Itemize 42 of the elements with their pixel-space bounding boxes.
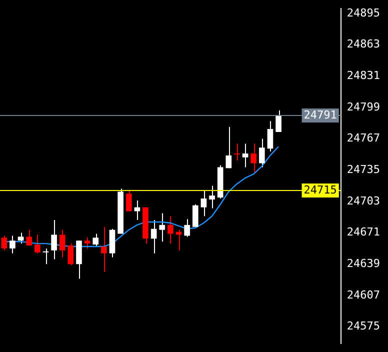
y-tick-label: 24831: [346, 69, 380, 82]
candlestick: [209, 185, 215, 209]
y-tick-label: 24575: [346, 320, 380, 333]
candlestick: [84, 237, 90, 249]
candlestick: [267, 120, 274, 152]
candlestick: [42, 248, 49, 265]
candlestick: [200, 190, 207, 217]
candlestick: [150, 220, 157, 254]
ref-line-label: 24715: [304, 183, 337, 196]
ref-line-label: 24791: [304, 108, 337, 122]
candlestick: [101, 226, 107, 272]
y-tick-label: 24607: [346, 288, 380, 302]
candlestick: [51, 220, 57, 260]
candlestick: [1, 235, 8, 251]
candlestick: [184, 218, 190, 238]
candlestick: [242, 143, 248, 168]
candlestick: [192, 204, 198, 228]
y-tick-label: 24863: [346, 38, 380, 51]
candlestick: [34, 234, 40, 254]
candlestick: [168, 216, 174, 244]
candlestick: [92, 233, 99, 247]
candlestick: [76, 240, 82, 280]
candlestick: [258, 138, 265, 168]
candlestick: [250, 143, 256, 173]
y-tick-label: 24703: [346, 194, 380, 208]
candlestick: [59, 229, 66, 258]
y-tick-label: 24895: [346, 6, 380, 20]
candlestick: [226, 126, 232, 169]
candlestick: [26, 229, 32, 246]
y-tick-label: 24767: [346, 132, 380, 145]
candlestick: [234, 143, 240, 161]
candlestick: [68, 243, 74, 266]
candlestick: [126, 190, 132, 212]
y-tick-label: 24735: [346, 162, 380, 176]
y-tick-label: 24799: [346, 100, 380, 114]
candlestick: [10, 235, 16, 254]
candlestick: [109, 228, 116, 258]
candlestick: [159, 212, 166, 242]
candlestick: [276, 110, 282, 132]
y-tick-label: 24671: [346, 226, 380, 239]
candlestick: [18, 232, 24, 244]
y-tick-label: 24639: [346, 256, 380, 270]
